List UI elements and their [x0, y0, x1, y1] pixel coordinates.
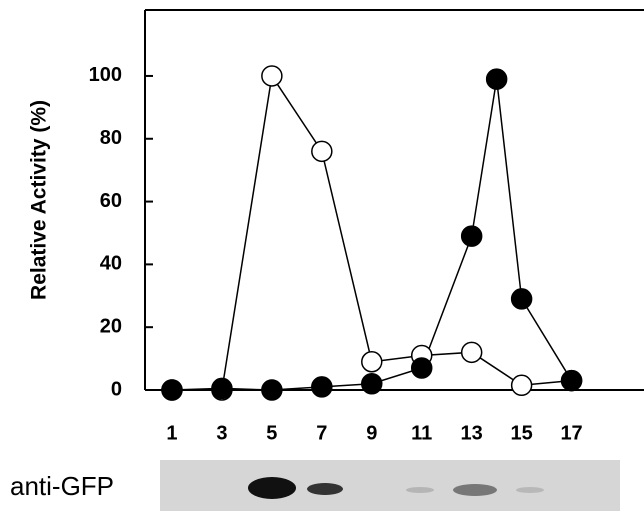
y-tick-label: 60: [100, 190, 122, 212]
x-tick-label: 15: [510, 422, 532, 444]
blot-band: [516, 487, 544, 493]
blot-band: [248, 477, 296, 499]
y-tick-label: 100: [89, 64, 122, 86]
blot-background: [160, 460, 620, 511]
data-point: [362, 374, 382, 394]
data-point: [562, 371, 582, 391]
series-line: [172, 76, 572, 390]
blot-band: [406, 487, 434, 493]
data-point: [162, 380, 182, 400]
data-point: [362, 352, 382, 372]
y-tick-label: 0: [111, 378, 122, 400]
x-tick-label: 13: [461, 422, 483, 444]
blot-label: anti-GFP: [10, 471, 114, 501]
series-line: [172, 79, 572, 390]
y-tick-label: 40: [100, 253, 122, 275]
x-tick-label: 7: [316, 422, 327, 444]
x-tick-label: 1: [166, 422, 177, 444]
x-tick-label: 11: [411, 422, 432, 444]
x-tick-label: 9: [366, 422, 377, 444]
data-point: [312, 377, 332, 397]
data-point: [512, 375, 532, 395]
chart: Relative Activity (%) anti-GFP 0 20 40 60 80…: [0, 0, 644, 511]
blot-band: [307, 483, 343, 495]
y-tick-label: 20: [100, 315, 122, 337]
y-tick-label: 80: [100, 127, 122, 149]
data-point: [487, 69, 507, 89]
x-tick-label: 17: [560, 422, 582, 444]
data-point: [462, 342, 482, 362]
data-point: [312, 141, 332, 161]
data-point: [512, 289, 532, 309]
x-tick-label: 3: [216, 422, 227, 444]
blot-band: [453, 484, 497, 496]
data-point: [262, 66, 282, 86]
data-point: [412, 358, 432, 378]
x-tick-label: 5: [266, 422, 277, 444]
data-point: [212, 378, 232, 398]
data-point: [462, 226, 482, 246]
data-point: [262, 380, 282, 400]
y-axis-label: Relative Activity (%): [28, 100, 51, 300]
blot: [160, 460, 620, 511]
